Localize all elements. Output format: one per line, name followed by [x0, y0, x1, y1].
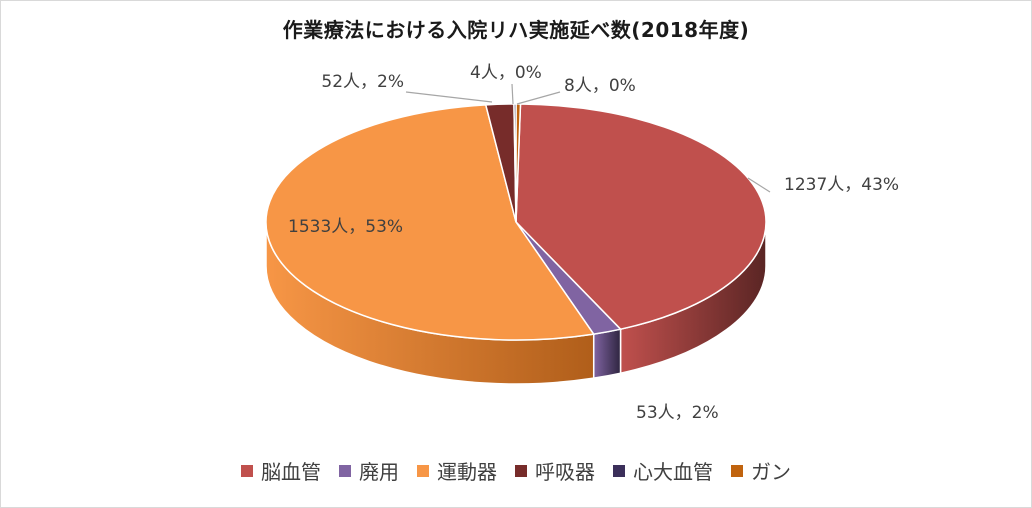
pie-sides: [265, 221, 767, 385]
data-label-2: 1533人，53%: [288, 217, 403, 237]
legend-item-2: 運動器: [417, 456, 497, 485]
legend-label: 運動器: [437, 460, 497, 484]
legend-label: ガン: [751, 460, 791, 484]
legend-item-0: 脳血管: [241, 456, 321, 485]
legend-label: 脳血管: [261, 460, 321, 484]
chart-title: 作業療法における入院リハ実施延べ数(2018年度): [282, 18, 750, 42]
data-label-0: 1237人，43%: [784, 175, 899, 195]
data-label-1: 53人，2%: [636, 403, 719, 423]
leader-line-3: [405, 91, 493, 103]
legend-label: 廃用: [359, 460, 399, 484]
legend-swatch: [339, 464, 351, 477]
legend-swatch: [613, 464, 625, 477]
legend-item-3: 呼吸器: [515, 456, 595, 485]
legend-swatch: [417, 464, 429, 477]
legend-label: 心大血管: [633, 460, 713, 484]
pie-slice-0: [515, 103, 767, 331]
pie-chart: 1237人，43% 53人，2% 1533人，53% 52人，2% 4人，0% 8人，0%: [265, 63, 899, 423]
pie-side-1: [592, 328, 622, 380]
legend-item-4: 心大血管: [613, 456, 713, 485]
data-label-3: 52人，2%: [321, 72, 404, 92]
leader-line-4: [511, 83, 514, 105]
pie-slice-2: [265, 104, 596, 341]
data-label-5: 8人，0%: [564, 76, 636, 96]
legend-swatch: [731, 464, 743, 477]
legend: 脳血管 廃用 運動器 呼吸器 心大血管 ガン: [0, 456, 1032, 485]
leader-line-0: [747, 177, 771, 193]
data-labels: 1237人，43% 53人，2% 1533人，53% 52人，2% 4人，0% 8人，0%: [288, 63, 899, 423]
pie-tops: [265, 103, 767, 341]
data-label-4: 4人，0%: [470, 63, 542, 83]
legend-label: 呼吸器: [535, 460, 595, 484]
legend-item-1: 廃用: [339, 456, 399, 485]
leader-line-5: [516, 91, 561, 105]
legend-swatch: [241, 464, 253, 477]
legend-item-5: ガン: [731, 456, 791, 485]
legend-swatch: [515, 464, 527, 477]
